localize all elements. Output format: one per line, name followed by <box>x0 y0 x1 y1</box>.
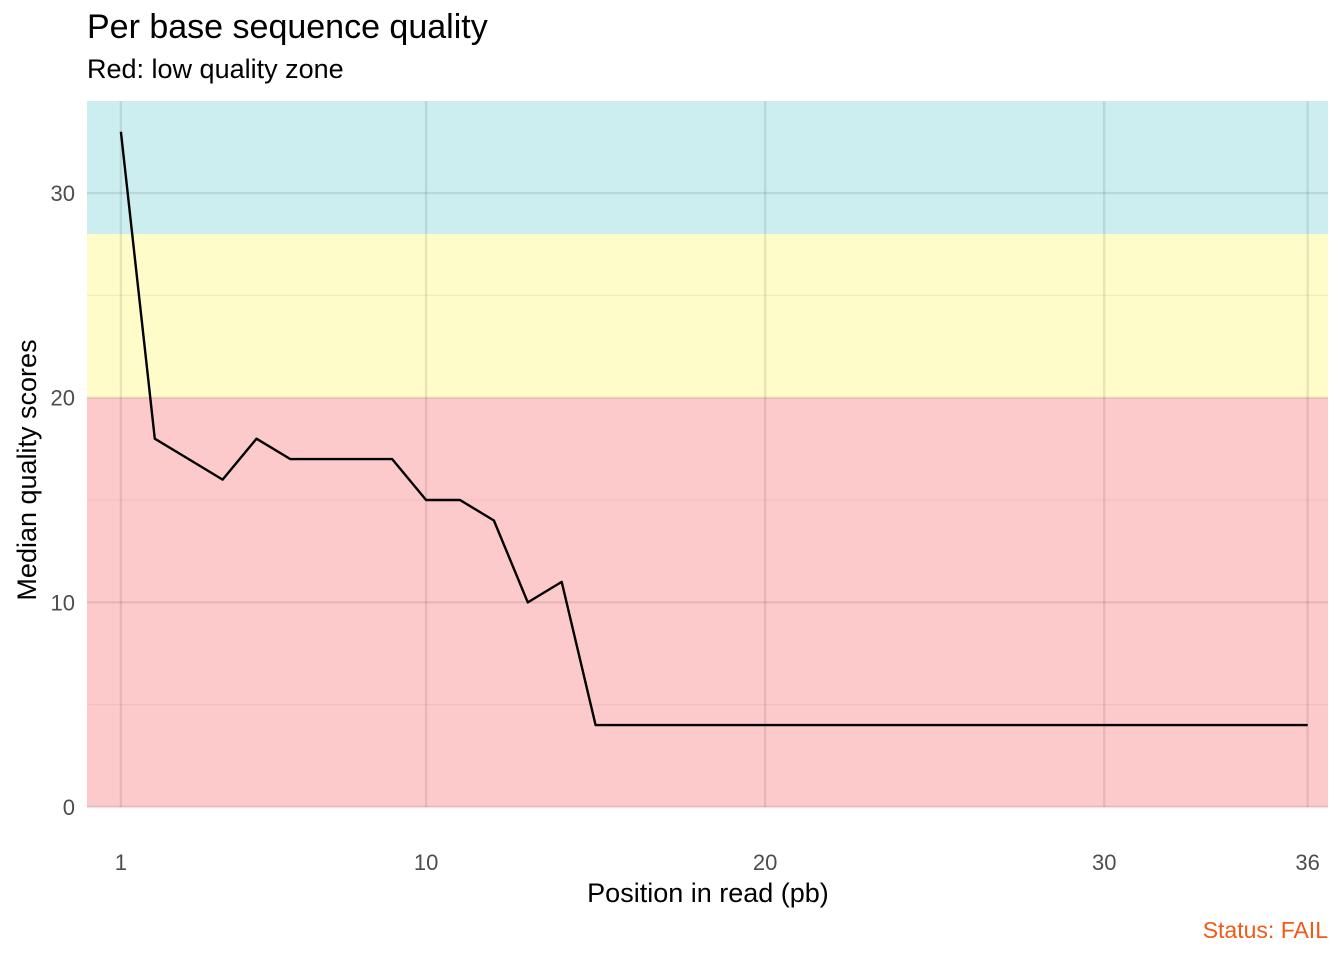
quality-zone-2 <box>87 397 1328 807</box>
x-tick-label: 20 <box>753 850 777 875</box>
quality-zone-0 <box>87 101 1328 235</box>
x-tick-label: 1 <box>115 850 127 875</box>
y-axis-ticks: 0 10 20 30 <box>51 181 75 820</box>
x-axis-title: Position in read (pb) <box>587 878 829 908</box>
x-tick-label: 36 <box>1295 850 1319 875</box>
x-tick-label: 30 <box>1092 850 1116 875</box>
y-axis-title: Median quality scores <box>12 339 42 600</box>
chart-subtitle: Red: low quality zone <box>87 54 344 84</box>
y-tick-label: 0 <box>63 795 75 820</box>
y-tick-label: 10 <box>51 590 75 615</box>
y-tick-label: 30 <box>51 181 75 206</box>
data-series <box>119 131 1308 727</box>
x-axis-ticks: 1 10 20 30 36 <box>115 850 1320 875</box>
x-tick-label: 10 <box>414 850 438 875</box>
series-line <box>119 131 1308 727</box>
chart-title: Per base sequence quality <box>87 8 488 46</box>
status-label: Status: FAIL <box>1202 917 1328 943</box>
grid-lines <box>87 101 1328 809</box>
y-tick-label: 20 <box>51 386 75 411</box>
quality-zones <box>87 101 1328 807</box>
quality-zone-1 <box>87 234 1328 398</box>
